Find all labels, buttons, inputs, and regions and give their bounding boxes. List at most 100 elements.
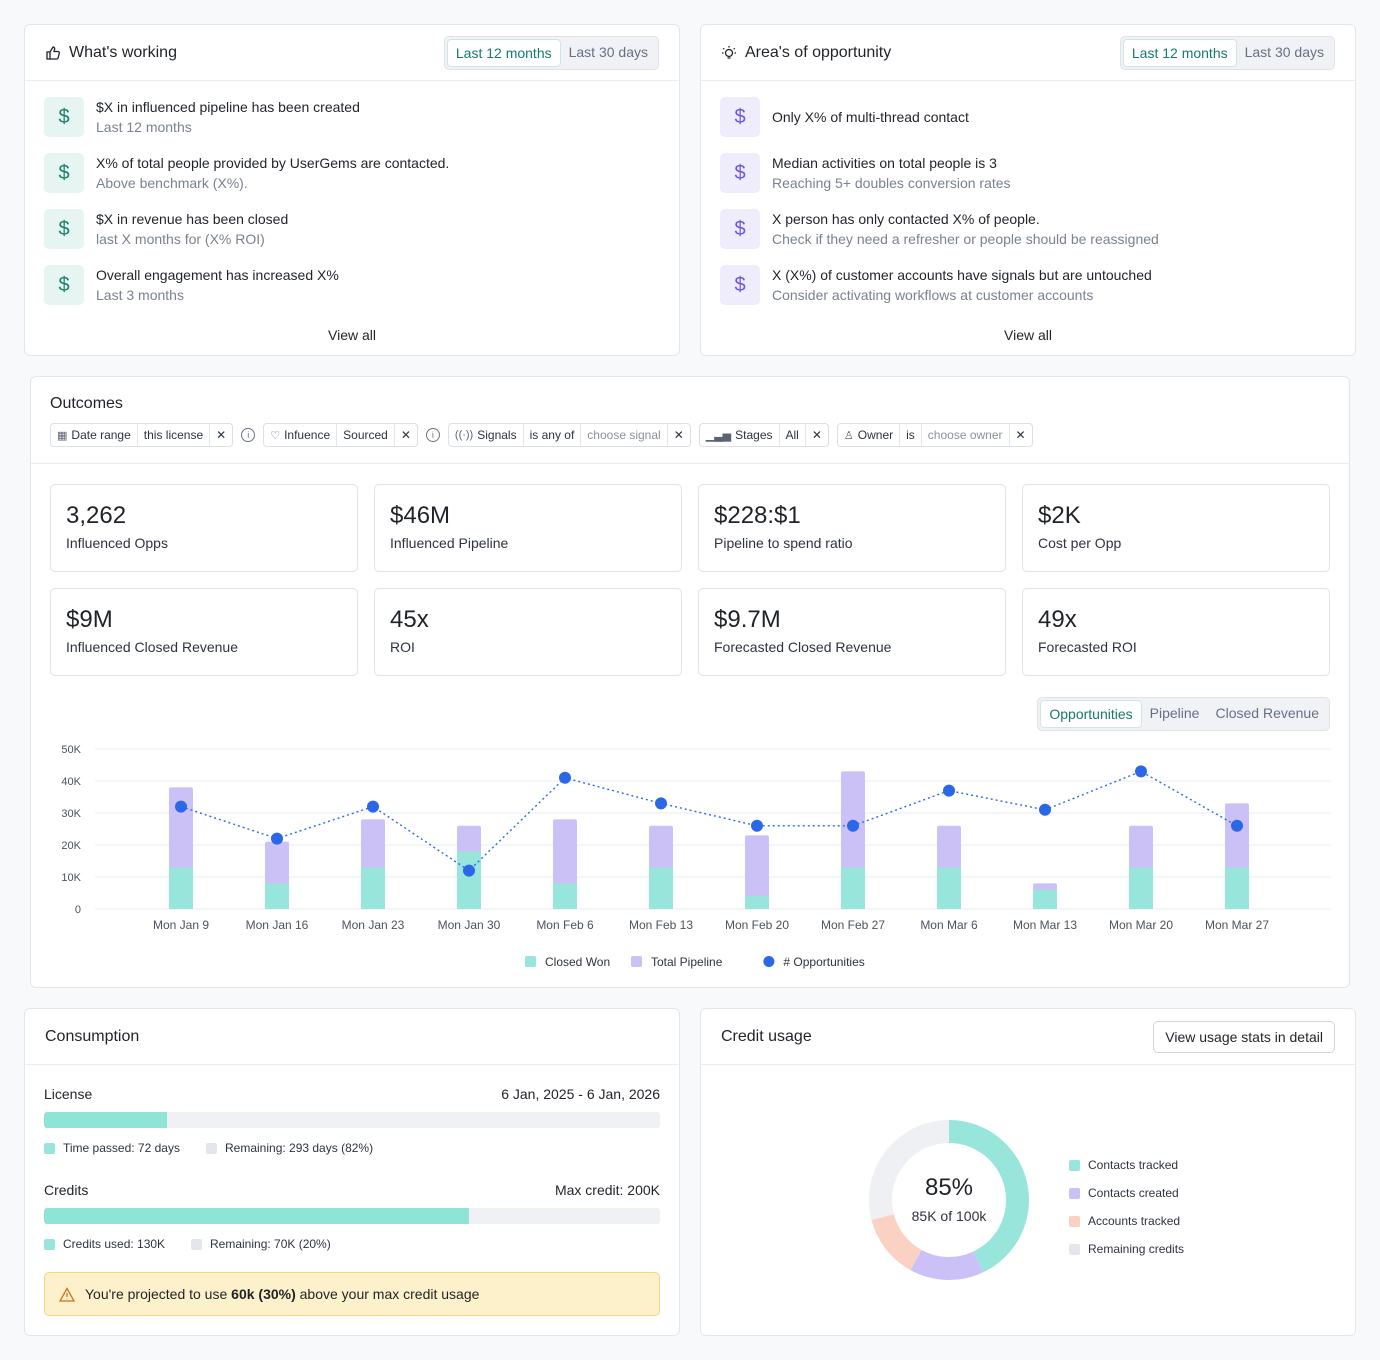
list-item[interactable]: $ $X in influenced pipeline has been cre… — [44, 89, 659, 145]
thumbs-up-icon — [46, 45, 60, 60]
donut-legend-item: Contacts created — [1069, 1179, 1184, 1207]
metric-label: Influenced Opps — [66, 535, 168, 551]
whats-working-title-text: What's working — [69, 43, 177, 61]
filter-label: Stages — [735, 428, 773, 442]
donut-percent: 85% — [924, 1174, 974, 1201]
point-opportunities — [655, 797, 667, 810]
legend-label: Contacts tracked — [1088, 1158, 1179, 1172]
filter-value[interactable]: Sourced — [337, 424, 395, 446]
tab-working-last-12-months[interactable]: Last 12 months — [446, 38, 561, 67]
dollar-icon: $ — [720, 265, 760, 305]
legend-swatch — [631, 956, 642, 967]
y-tick-label: 20K — [61, 840, 81, 852]
filter-operator[interactable]: is any of — [524, 424, 582, 446]
metric-label: Forecasted Closed Revenue — [714, 639, 892, 655]
list-item[interactable]: $ X% of total people provided by UserGem… — [44, 145, 659, 201]
license-range: 6 Jan, 2025 - 6 Jan, 2026 — [501, 1086, 660, 1102]
filter-owner[interactable]: ♙ Owner is choose owner ✕ — [836, 423, 1033, 447]
tab-closed-revenue[interactable]: Closed Revenue — [1215, 705, 1319, 721]
list-item[interactable]: $ X person has only contacted X% of peop… — [720, 201, 1335, 257]
license-progress-bar — [44, 1112, 660, 1128]
x-tick-label: Mon Feb 6 — [536, 918, 594, 932]
filter-value[interactable]: choose owner — [922, 424, 1010, 446]
dollar-icon: $ — [44, 153, 84, 193]
working-list: $ $X in influenced pipeline has been cre… — [25, 81, 679, 313]
bar-closed-won — [265, 883, 289, 909]
close-icon[interactable]: ✕ — [811, 428, 822, 442]
dollar-icon: $ — [44, 265, 84, 305]
close-icon[interactable]: ✕ — [400, 428, 411, 442]
filter-value[interactable]: this license — [138, 424, 211, 446]
x-tick-label: Mon Jan 16 — [246, 918, 309, 932]
filter-label: Date range — [71, 428, 131, 442]
list-item[interactable]: $ Overall engagement has increased X% Las… — [44, 257, 659, 313]
info-icon[interactable]: i — [425, 428, 440, 442]
close-icon[interactable]: ✕ — [216, 428, 227, 442]
donut-slice — [871, 1214, 922, 1271]
metric-value: $2K — [1038, 502, 1081, 529]
list-item[interactable]: $ X (X%) of customer accounts have signa… — [720, 257, 1335, 313]
legend-swatch — [1069, 1187, 1080, 1199]
insight-subtitle: last X months for (X% ROI) — [96, 231, 265, 247]
insight-title: X (X%) of customer accounts have signals… — [772, 267, 1152, 283]
donut-slice — [869, 1120, 949, 1220]
metric-card: 3,262 Influenced Opps — [50, 484, 358, 572]
point-opportunities — [847, 819, 859, 832]
filter-value[interactable]: choose signal — [581, 424, 668, 446]
filter-date-range[interactable]: ▦ Date range this license ✕ — [50, 423, 234, 447]
metric-card: $228:$1 Pipeline to spend ratio — [698, 484, 1006, 572]
list-item[interactable]: $ Only X% of multi-thread contact — [720, 89, 1335, 145]
heart-icon: ♡ — [270, 429, 281, 442]
view-usage-stats-button[interactable]: View usage stats in detail — [1153, 1020, 1335, 1053]
working-view-all-link[interactable]: View all — [328, 327, 376, 343]
filter-stages[interactable]: ▁▃▅ Stages All ✕ — [698, 423, 829, 447]
info-icon[interactable]: i — [241, 428, 256, 442]
credits-label: Credits — [44, 1182, 89, 1198]
filter-label: Signals — [477, 428, 517, 442]
whats-working-header: What's working Last 12 months Last 30 da… — [25, 25, 679, 81]
donut-slice — [910, 1249, 984, 1280]
close-icon[interactable]: ✕ — [1015, 428, 1026, 442]
legend-swatch — [1069, 1215, 1080, 1227]
working-period-toggle: Last 12 months Last 30 days — [443, 35, 659, 70]
insight-title: $X in influenced pipeline has been creat… — [96, 99, 360, 115]
filter-label: Infuence — [284, 428, 331, 442]
insight-subtitle: Check if they need a refresher or people… — [772, 231, 1159, 247]
legend-label: Closed Won — [545, 955, 610, 969]
list-item[interactable]: $ $X in revenue has been closed last X mo… — [44, 201, 659, 257]
insight-title: $X in revenue has been closed — [96, 211, 289, 227]
x-tick-label: Mon Feb 13 — [629, 918, 693, 932]
y-tick-label: 30K — [61, 808, 81, 820]
legend-label: Remaining: 293 days (82%) — [225, 1141, 374, 1155]
consumption-title: Consumption — [45, 1027, 140, 1045]
metric-card: $9M Influenced Closed Revenue — [50, 588, 358, 676]
metric-card: $9.7M Forecasted Closed Revenue — [698, 588, 1006, 676]
filter-value[interactable]: All — [780, 424, 806, 446]
tab-opportunity-last-12-months[interactable]: Last 12 months — [1122, 38, 1237, 67]
y-tick-label: 40K — [61, 776, 81, 788]
filter-influence[interactable]: ♡ Infuence Sourced ✕ — [263, 423, 418, 447]
consumption-card: Consumption License 6 Jan, 2025 - 6 Jan,… — [24, 1008, 680, 1336]
tab-working-last-30-days[interactable]: Last 30 days — [568, 43, 648, 60]
insight-subtitle: Last 3 months — [96, 287, 184, 303]
filter-operator[interactable]: is — [900, 424, 922, 446]
legend-label: # Opportunities — [783, 955, 864, 969]
close-icon[interactable]: ✕ — [673, 428, 684, 442]
legend-swatch — [1069, 1243, 1080, 1255]
insight-subtitle: Reaching 5+ doubles conversion rates — [772, 175, 1011, 191]
donut-legend-item: Contacts tracked — [1069, 1151, 1184, 1179]
opportunity-view-all-link[interactable]: View all — [1004, 327, 1052, 343]
filter-signals[interactable]: ((·)) Signals is any of choose signal ✕ — [447, 423, 691, 447]
tab-opportunity-last-30-days[interactable]: Last 30 days — [1244, 43, 1324, 60]
warning-text: You're projected to use 60k (30%) above … — [85, 1286, 480, 1302]
credit-usage-card: Credit usage View usage stats in detail … — [700, 1008, 1356, 1336]
x-tick-label: Mon Feb 27 — [821, 918, 885, 932]
tab-opportunities[interactable]: Opportunities — [1040, 700, 1142, 728]
bar-closed-won — [937, 867, 961, 909]
point-opportunities — [1135, 765, 1147, 778]
warning-icon — [59, 1286, 75, 1302]
tab-pipeline[interactable]: Pipeline — [1149, 705, 1200, 721]
insight-subtitle: Last 12 months — [96, 119, 192, 135]
bar-closed-won — [553, 883, 577, 909]
list-item[interactable]: $ Median activities on total people is 3… — [720, 145, 1335, 201]
